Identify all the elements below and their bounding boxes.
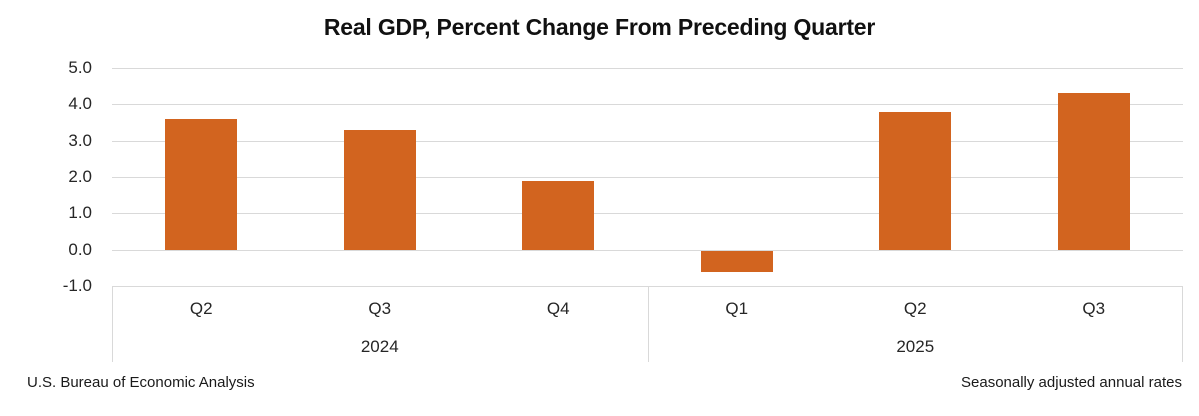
gridline — [112, 177, 1183, 178]
bar-q2-2025 — [879, 111, 952, 250]
gridline — [112, 68, 1183, 69]
y-axis-tick-label: 4.0 — [68, 94, 92, 114]
y-axis-tick-label: 1.0 — [68, 203, 92, 223]
x-axis-quarter-label: Q4 — [546, 299, 570, 318]
x-axis-quarter-label: Q3 — [1082, 299, 1106, 318]
chart-title: Real GDP, Percent Change From Preceding … — [323, 14, 876, 40]
gridline — [112, 104, 1183, 106]
y-axis-tick-label: 3.0 — [68, 130, 92, 150]
gridline — [112, 286, 1183, 287]
bar-q3-2025 — [1057, 93, 1130, 250]
adjustment-footnote: Seasonally adjusted annual rates — [961, 374, 1182, 391]
source-footnote: U.S. Bureau of Economic Analysis — [27, 374, 255, 391]
y-axis-tick-label: 0.0 — [68, 239, 92, 259]
plot-area — [112, 68, 1183, 287]
bar-q3-2024 — [343, 129, 416, 250]
x-axis-year-label: 2025 — [896, 337, 935, 356]
x-axis-quarter-label: Q2 — [903, 299, 927, 318]
gridline — [112, 140, 1183, 142]
bar-q4-2024 — [522, 180, 595, 250]
y-axis-tick-label: 5.0 — [68, 58, 92, 77]
bar-q2-2024 — [165, 118, 238, 250]
x-axis-quarter-label: Q2 — [189, 299, 213, 318]
bar-q1-2025 — [700, 250, 773, 273]
gridline — [112, 249, 1183, 251]
y-axis-tick-label: 2.0 — [68, 167, 92, 186]
x-axis-quarter-label: Q1 — [725, 299, 749, 318]
category-axis-divider — [112, 287, 113, 362]
y-axis-tick-label: -1.0 — [62, 276, 92, 295]
category-axis-divider — [1182, 287, 1183, 362]
category-axis: Q2 Q3 Q4 Q1 Q2 Q3 2024 2025 — [112, 287, 1183, 362]
category-axis-divider — [647, 287, 649, 362]
x-axis-quarter-label: Q3 — [368, 299, 392, 318]
gridline — [112, 213, 1183, 215]
x-axis-year-label: 2024 — [360, 337, 399, 356]
